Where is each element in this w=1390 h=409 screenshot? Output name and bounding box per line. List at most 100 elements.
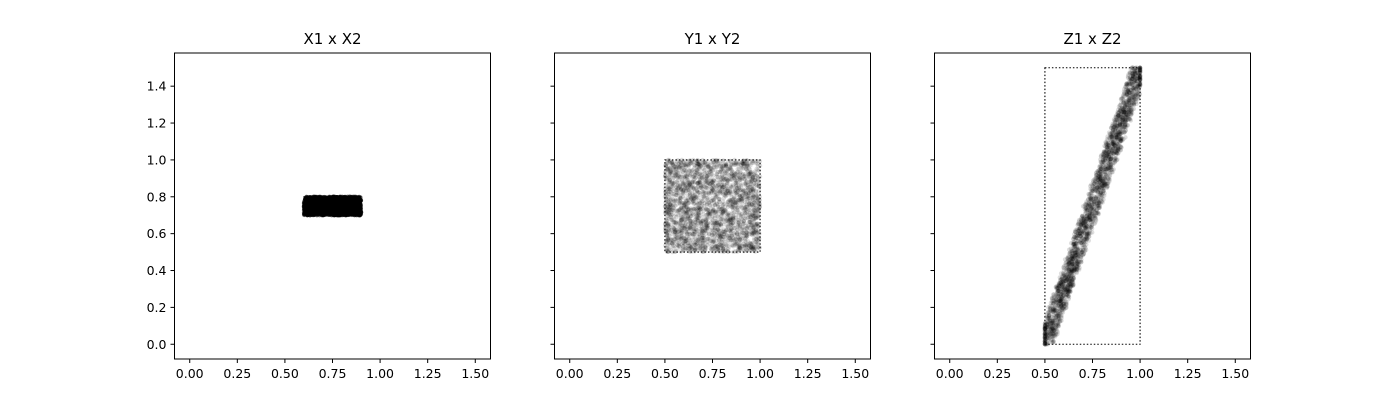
scatter-point [720,246,726,251]
scatter-point [693,212,698,217]
scatter-point [695,161,700,167]
scatter-point [693,237,699,242]
scatter-point [670,225,676,230]
scatter-point [695,188,700,193]
scatter-point [721,192,726,197]
scatter-point [742,191,747,196]
scatter-point [667,205,672,211]
scatter-point [712,203,718,208]
scatter-point [709,226,715,231]
scatter-point [718,217,724,222]
scatter-point [727,203,732,208]
scatter-point [680,227,685,233]
scatter-point [718,168,723,173]
scatter-point [689,195,695,200]
scatter-point [749,222,755,228]
scatter-point [676,165,682,170]
scatter-point [674,202,679,207]
scatter-point [753,216,758,221]
scatter-point [757,201,763,207]
scatter-point [680,220,686,225]
scatter-point [713,167,718,173]
scatter-point [668,208,674,213]
scatter-point [674,238,679,244]
scatter-point [742,189,747,194]
scatter-point [725,202,730,208]
scatter-point [743,181,749,186]
scatter-point [672,235,677,240]
scatter-point [738,240,743,246]
y-tick-label: 1.4 [147,79,167,94]
scatter-point [741,233,746,239]
scatter-point [745,162,750,167]
scatter-point [748,170,753,175]
scatter-point [676,221,681,226]
scatter-point [710,180,715,185]
scatter-point [722,230,728,235]
scatter-point [741,188,747,193]
scatter-point [676,228,682,233]
scatter-point [728,184,734,190]
scatter-point [689,242,695,247]
scatter-point [748,179,754,184]
scatter-point [678,183,683,189]
scatter-point [681,162,687,168]
scatter-point [720,248,726,253]
scatter-point [755,197,761,202]
scatter-point [680,189,685,194]
scatter-point [744,247,749,252]
scatter-point [666,172,672,178]
scatter-point [684,181,689,186]
scatter-point [728,219,734,224]
scatter-point [686,208,691,213]
scatter-point [702,237,707,243]
x-tick-label: 0.25 [223,366,251,381]
scatter-point [697,213,702,218]
scatter-point [703,245,709,251]
scatter-point [724,162,729,167]
scatter-point [742,181,748,187]
scatter-point [741,173,747,179]
subplot-x1-x2: X1 x X2 0.00 0.25 0.50 0.75 1.00 1.25 1.500.00… [147,30,491,381]
scatter-point [716,199,722,205]
scatter-point [720,191,725,196]
scatter-point [679,230,685,236]
scatter-point [684,204,689,210]
scatter-point [700,235,705,240]
scatter-point [681,203,687,208]
scatter-point [689,200,695,205]
scatter-point [690,221,695,226]
scatter-point [719,210,725,215]
scatter-point [700,245,706,251]
scatter-point [695,241,700,246]
scatter-point [718,231,724,236]
scatter-point [682,201,688,206]
scatter-point [719,231,725,237]
scatter-point [693,246,699,252]
scatter-point [728,190,733,195]
scatter-point [702,167,707,173]
scatter-point [701,194,707,199]
scatter-point [690,237,695,243]
scatter-point [740,166,745,171]
scatter-point [672,229,677,234]
scatter-point [670,181,676,186]
scatter-point [675,169,680,175]
scatter-point [752,198,757,203]
scatter-point [744,225,749,231]
scatter-point [337,198,343,203]
scatter-point [688,183,694,189]
scatter-point [695,212,700,218]
scatter-point [714,164,719,169]
scatter-point [673,192,679,198]
scatter-point [742,238,747,244]
scatter-point [741,219,747,224]
scatter-point [692,189,698,195]
scatter-point [748,245,754,251]
scatter-point [685,215,691,220]
scatter-point [665,235,670,241]
scatter-point [691,186,696,191]
scatter-point [716,188,722,194]
scatter-point [671,197,676,203]
scatter-point [705,161,710,166]
